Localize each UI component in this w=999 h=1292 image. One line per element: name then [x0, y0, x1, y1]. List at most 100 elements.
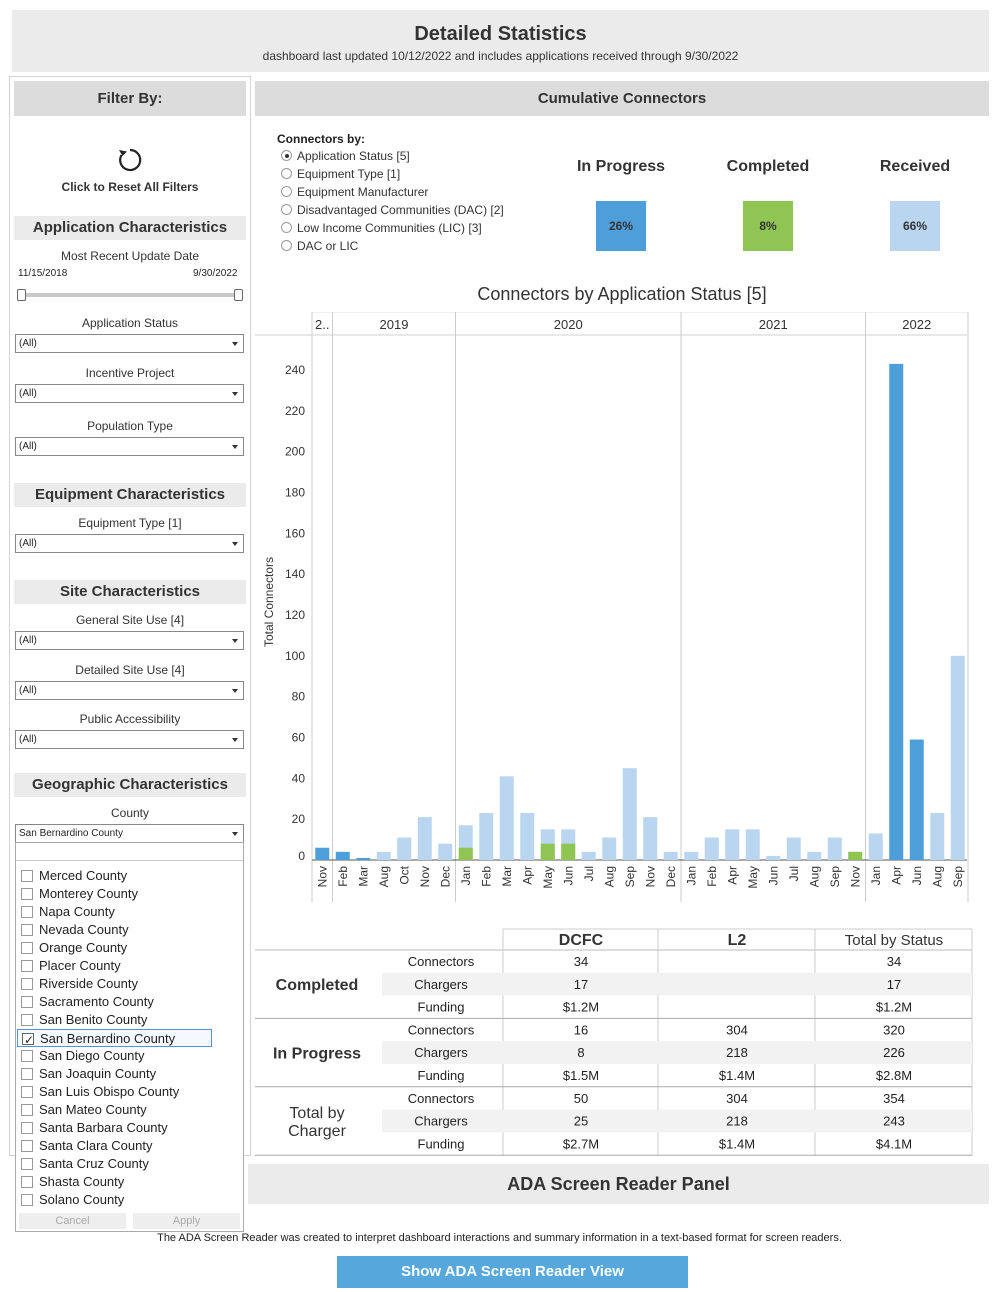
- kpi-value[interactable]: 26%: [596, 201, 646, 251]
- apply-button[interactable]: Apply: [133, 1213, 240, 1229]
- bar: [807, 851, 822, 860]
- table-group-label: In Progress: [273, 1046, 361, 1063]
- county-option[interactable]: Shasta County: [17, 1173, 212, 1191]
- checkbox[interactable]: [21, 996, 33, 1008]
- checkbox[interactable]: [21, 960, 33, 972]
- bar: [499, 776, 514, 860]
- county-option[interactable]: Sacramento County: [17, 993, 212, 1011]
- checkbox[interactable]: [21, 1194, 33, 1206]
- checkbox[interactable]: [21, 942, 33, 954]
- table-col-header: DCFC: [559, 932, 604, 949]
- checkbox[interactable]: [21, 1068, 33, 1080]
- checkbox[interactable]: [21, 1086, 33, 1098]
- year-label: 2019: [380, 317, 409, 332]
- x-tick-label: Jun: [910, 866, 924, 885]
- radio-button[interactable]: [281, 150, 292, 161]
- date-slider-handle-min[interactable]: [17, 289, 26, 301]
- bar: [376, 851, 391, 860]
- checkbox[interactable]: [21, 1104, 33, 1116]
- county-value: San Bernardino County: [19, 828, 123, 839]
- x-tick-label: Feb: [705, 866, 719, 887]
- checkbox[interactable]: [21, 870, 33, 882]
- county-option[interactable]: Santa Barbara County: [17, 1119, 212, 1137]
- county-option[interactable]: San Luis Obispo County: [17, 1083, 212, 1101]
- table-cell-l2: 218: [726, 1114, 748, 1129]
- county-option[interactable]: Santa Clara County: [17, 1137, 212, 1155]
- date-slider-handle-max[interactable]: [234, 289, 243, 301]
- incentive-project-select[interactable]: (All): [15, 384, 244, 403]
- county-option[interactable]: San Diego County: [17, 1047, 212, 1065]
- county-option[interactable]: Merced County: [17, 867, 212, 885]
- table-cell-l2: $1.4M: [719, 1136, 755, 1151]
- incentive-project-label: Incentive Project: [85, 366, 175, 380]
- connectors-by-option[interactable]: Application Status [5]: [279, 147, 539, 165]
- public-accessibility-select[interactable]: (All): [15, 730, 244, 749]
- connectors-by-option[interactable]: Equipment Manufacturer: [279, 183, 539, 201]
- county-option[interactable]: Orange County: [17, 939, 212, 957]
- county-option[interactable]: Nevada County: [17, 921, 212, 939]
- bar-completed: [848, 851, 863, 860]
- county-option[interactable]: San Benito County: [17, 1011, 212, 1029]
- x-tick-label: Aug: [930, 866, 944, 887]
- checkbox[interactable]: [21, 924, 33, 936]
- county-option[interactable]: Santa Cruz County: [17, 1155, 212, 1173]
- table-metric: Funding: [418, 1068, 465, 1083]
- population-type-select[interactable]: (All): [15, 437, 244, 456]
- application-status-select[interactable]: (All): [15, 334, 244, 353]
- year-label: 2020: [554, 317, 583, 332]
- checkbox[interactable]: [21, 1050, 33, 1062]
- x-tick-label: Apr: [725, 866, 739, 885]
- reset-filters-button[interactable]: Click to Reset All Filters: [61, 180, 199, 194]
- radio-button[interactable]: [281, 222, 292, 233]
- checkbox[interactable]: [21, 1122, 33, 1134]
- x-tick-label: Aug: [602, 866, 616, 887]
- checkbox[interactable]: [21, 978, 33, 990]
- county-option[interactable]: Solano County: [17, 1191, 212, 1209]
- x-tick-label: Aug: [807, 866, 821, 887]
- date-filter-label: Most Recent Update Date: [60, 249, 200, 263]
- table-col-header: L2: [728, 932, 747, 949]
- table-cell-l2: $1.4M: [719, 1068, 755, 1083]
- county-option[interactable]: Napa County: [17, 903, 212, 921]
- table-cell-l2: 304: [726, 1022, 748, 1037]
- connectors-by-option[interactable]: Low Income Communities (LIC) [3]: [279, 219, 539, 237]
- ada-description: The ADA Screen Reader was created to int…: [157, 1232, 842, 1244]
- connectors-by-option[interactable]: Equipment Type [1]: [279, 165, 539, 183]
- county-select[interactable]: San Bernardino County: [15, 824, 244, 843]
- kpi-value[interactable]: 8%: [743, 201, 793, 251]
- radio-button[interactable]: [281, 186, 292, 197]
- kpi-label: Received: [879, 158, 951, 175]
- county-option[interactable]: Riverside County: [17, 975, 212, 993]
- county-option[interactable]: San Joaquin County: [17, 1065, 212, 1083]
- radio-button[interactable]: [281, 240, 292, 251]
- checkbox[interactable]: ✓: [22, 1033, 34, 1047]
- checkbox[interactable]: [21, 1176, 33, 1188]
- date-slider-track[interactable]: [21, 293, 239, 297]
- county-search-input[interactable]: [16, 843, 243, 861]
- population-type-value: (All): [19, 441, 37, 452]
- county-option[interactable]: San Mateo County: [17, 1101, 212, 1119]
- detailed-site-use-select[interactable]: (All): [15, 681, 244, 700]
- bar: [950, 655, 965, 860]
- county-option[interactable]: ✓ San Bernardino County: [17, 1029, 212, 1047]
- kpi-value[interactable]: 66%: [890, 201, 940, 251]
- equipment-type-select[interactable]: (All): [15, 534, 244, 553]
- show-ada-view-button[interactable]: Show ADA Screen Reader View: [337, 1256, 688, 1288]
- county-option[interactable]: Monterey County: [17, 885, 212, 903]
- checkbox[interactable]: [21, 888, 33, 900]
- cancel-button[interactable]: Cancel: [19, 1213, 126, 1229]
- connectors-by-option[interactable]: DAC or LIC: [279, 237, 539, 255]
- connectors-by-option[interactable]: Disadvantaged Communities (DAC) [2]: [279, 201, 539, 219]
- checkbox[interactable]: [21, 1014, 33, 1026]
- reset-icon[interactable]: [116, 146, 144, 174]
- bar-completed: [540, 843, 555, 860]
- x-tick-label: Sep: [828, 866, 842, 888]
- checkbox[interactable]: [21, 1140, 33, 1152]
- checkbox[interactable]: [21, 906, 33, 918]
- general-site-use-select[interactable]: (All): [15, 631, 244, 650]
- radio-button[interactable]: [281, 168, 292, 179]
- checkbox[interactable]: [21, 1158, 33, 1170]
- section-application: Application Characteristics: [14, 216, 246, 240]
- county-option[interactable]: Placer County: [17, 957, 212, 975]
- radio-button[interactable]: [281, 204, 292, 215]
